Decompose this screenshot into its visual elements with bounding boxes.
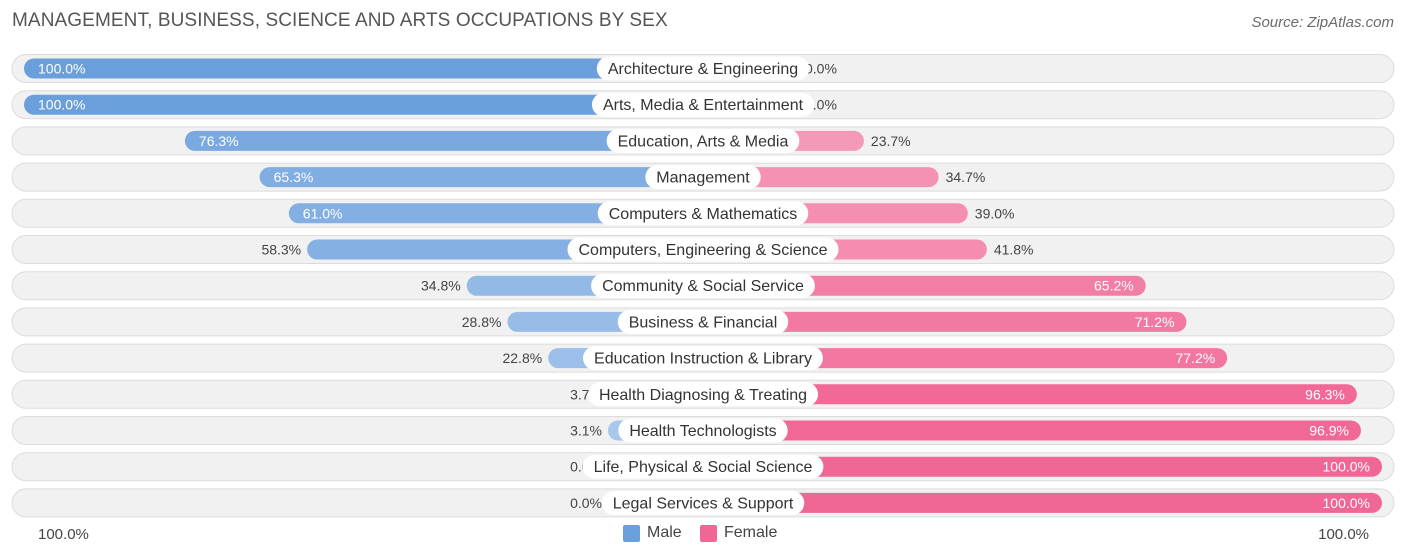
axis-right-label: 100.0% bbox=[1318, 526, 1369, 543]
female-value-label: 96.9% bbox=[1309, 423, 1349, 439]
male-value-label: 76.3% bbox=[199, 133, 239, 149]
category-label: Health Diagnosing & Treating bbox=[599, 387, 807, 404]
legend-label-female: Female bbox=[724, 524, 778, 541]
legend-label-male: Male bbox=[647, 524, 682, 541]
male-value-label: 34.8% bbox=[421, 278, 461, 294]
bar-female bbox=[703, 167, 939, 188]
female-value-label: 41.8% bbox=[994, 242, 1034, 258]
bar-female bbox=[703, 311, 1187, 332]
category-label-pill bbox=[645, 165, 761, 190]
male-value-label: 28.8% bbox=[462, 314, 502, 330]
male-value-label: 100.0% bbox=[38, 97, 85, 113]
female-value-label: 65.2% bbox=[1094, 278, 1134, 294]
bar-female bbox=[703, 420, 1361, 441]
bar-male bbox=[24, 94, 703, 115]
female-value-label: 34.7% bbox=[946, 169, 986, 185]
category-label-pill bbox=[591, 273, 815, 298]
legend-swatch-male bbox=[623, 524, 640, 542]
category-label: Business & Financial bbox=[629, 314, 778, 331]
legend-item-female: Female bbox=[700, 524, 777, 542]
bar-female bbox=[703, 384, 1357, 405]
bar-male bbox=[259, 167, 703, 188]
category-label: Architecture & Engineering bbox=[608, 61, 798, 78]
female-value-label: 100.0% bbox=[1323, 495, 1370, 511]
category-label-pill bbox=[583, 346, 823, 371]
category-label-pill bbox=[591, 92, 815, 117]
category-label-pill bbox=[596, 56, 810, 81]
category-label-pill bbox=[617, 309, 789, 334]
category-label-pill bbox=[597, 201, 809, 226]
female-value-label: 77.2% bbox=[1175, 350, 1215, 366]
axis-left-label: 100.0% bbox=[38, 526, 89, 543]
category-label-pill bbox=[582, 454, 824, 479]
category-label: Arts, Media & Entertainment bbox=[603, 97, 804, 114]
male-value-label: 3.1% bbox=[570, 423, 602, 439]
category-label: Computers, Engineering & Science bbox=[578, 242, 827, 259]
male-value-label: 61.0% bbox=[303, 205, 343, 221]
diverging-bar-chart: 100.0% 0.0% Architecture & Engineering 100.… bbox=[11, 54, 1395, 518]
category-label-pill bbox=[567, 237, 839, 262]
category-label: Management bbox=[656, 170, 750, 187]
bar-female bbox=[703, 492, 1382, 513]
male-value-label: 22.8% bbox=[502, 350, 542, 366]
legend-item-male: Male bbox=[623, 524, 682, 542]
bar-male bbox=[24, 58, 703, 79]
category-label-pill bbox=[606, 128, 800, 153]
female-value-label: 23.7% bbox=[871, 133, 911, 149]
male-value-label: 58.3% bbox=[261, 242, 301, 258]
female-value-label: 100.0% bbox=[1323, 459, 1370, 475]
female-value-label: 96.3% bbox=[1305, 386, 1345, 402]
bar-female bbox=[703, 456, 1382, 477]
category-label: Education Instruction & Library bbox=[594, 351, 812, 368]
category-label: Life, Physical & Social Science bbox=[594, 459, 813, 476]
female-value-label: 0.0% bbox=[805, 61, 837, 77]
category-label: Computers & Mathematics bbox=[609, 206, 798, 223]
male-value-label: 100.0% bbox=[38, 61, 85, 77]
bar-male bbox=[184, 130, 704, 151]
male-value-label: 0.0% bbox=[570, 495, 602, 511]
category-label-pill bbox=[587, 382, 819, 407]
category-label: Community & Social Service bbox=[602, 278, 804, 295]
category-label: Education, Arts & Media bbox=[618, 133, 789, 150]
female-value-label: 71.2% bbox=[1135, 314, 1175, 330]
chart-title: MANAGEMENT, BUSINESS, SCIENCE AND ARTS O… bbox=[12, 10, 668, 31]
category-label: Legal Services & Support bbox=[613, 495, 794, 512]
category-label-pill bbox=[601, 490, 805, 515]
category-label-pill bbox=[618, 418, 788, 443]
legend: Male Female bbox=[0, 524, 1406, 546]
source-note: Source: ZipAtlas.com bbox=[1251, 14, 1394, 31]
male-value-label: 65.3% bbox=[274, 169, 314, 185]
legend-swatch-female bbox=[700, 524, 717, 542]
female-value-label: 39.0% bbox=[975, 205, 1015, 221]
bar-female bbox=[703, 348, 1228, 369]
category-label: Health Technologists bbox=[629, 423, 776, 440]
